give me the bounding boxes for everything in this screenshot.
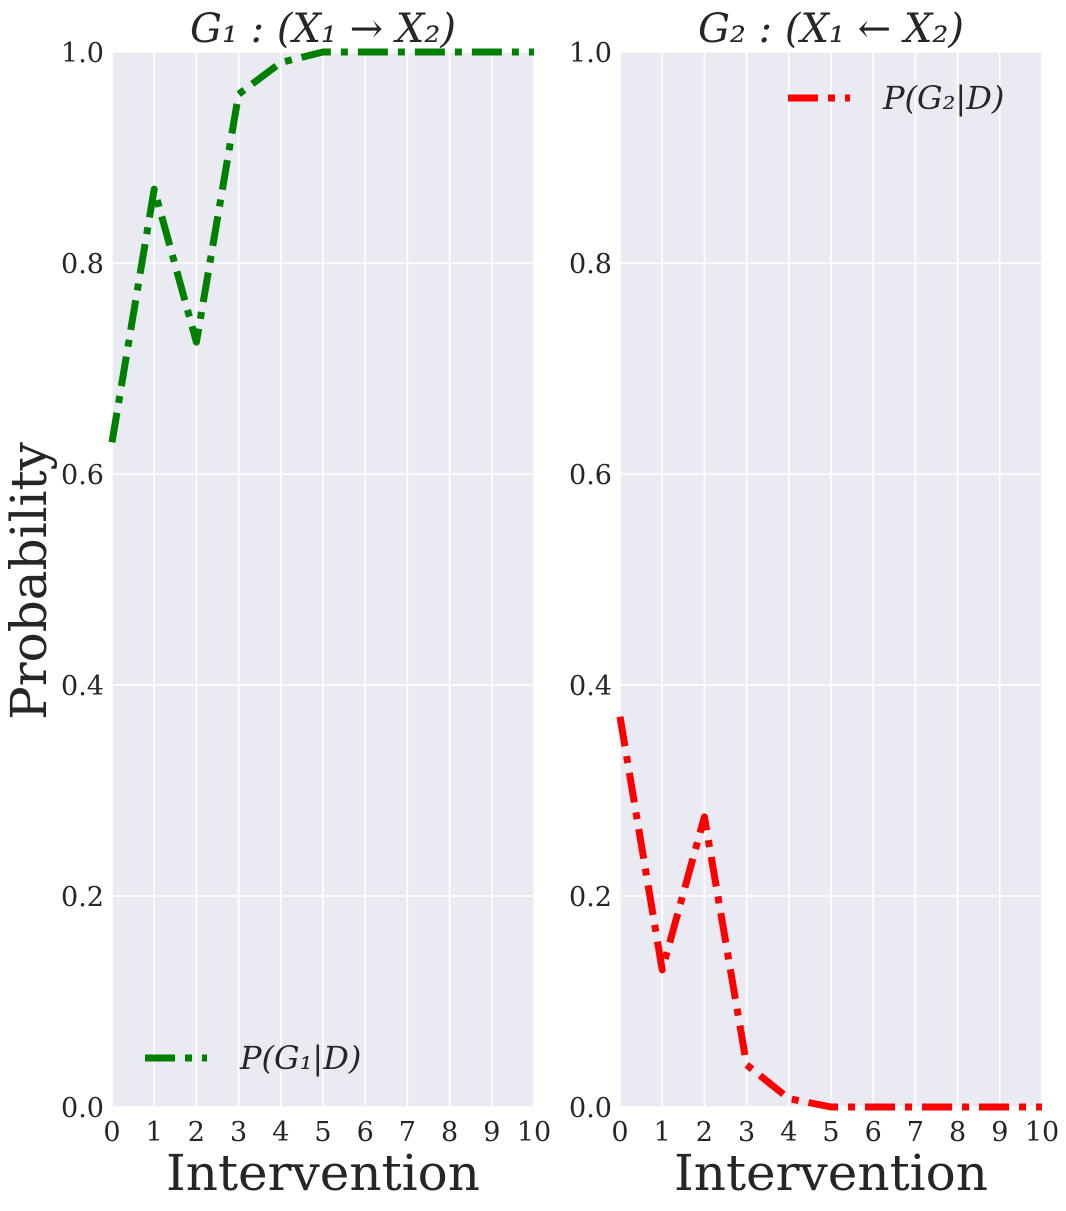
y-tick-label: 0.8 (61, 249, 104, 280)
x-tick-label: 4 (272, 1117, 289, 1148)
series-line (108, 48, 534, 443)
x-tick-label: 5 (314, 1117, 331, 1148)
x-tick-label: 10 (517, 1117, 551, 1148)
x-tick-label: 8 (441, 1117, 458, 1148)
y-tick-label: 0.4 (61, 671, 104, 702)
panel-g1: 0 1 2 3 4 5 6 7 8 9 10 0.0 0.2 0.4 0.6 0.8 1.0 G₁ : (X₁ →… (61, 6, 551, 1202)
y-tick-label: 0.4 (569, 671, 612, 702)
x-tick-label: 5 (822, 1117, 839, 1148)
x-tick-label: 1 (146, 1117, 163, 1148)
x-tick-label: 4 (780, 1117, 797, 1148)
panel-title: G₂ : (X₁ ← X₂) (698, 6, 964, 52)
x-tick-label: 3 (230, 1117, 247, 1148)
legend-label: P(G₁|D) (239, 1039, 361, 1077)
x-tick-label: 9 (483, 1117, 500, 1148)
x-tick-label: 9 (991, 1117, 1008, 1148)
x-tick-label: 1 (654, 1117, 671, 1148)
panel-title: G₁ : (X₁ → X₂) (190, 6, 456, 52)
y-tick-label: 0.6 (569, 460, 612, 491)
series-line (616, 716, 1042, 1111)
y-tick-label: 1.0 (61, 38, 104, 69)
x-tick-label: 7 (399, 1117, 416, 1148)
x-tick-label: 6 (357, 1117, 374, 1148)
y-tick-label: 0.8 (569, 249, 612, 280)
y-tick-label: 0.0 (569, 1093, 612, 1124)
x-tick-label: 3 (738, 1117, 755, 1148)
y-axis-label: Probability (0, 441, 58, 720)
y-tick-label: 0.0 (61, 1093, 104, 1124)
x-tick-label: 0 (103, 1117, 120, 1148)
x-tick-label: 2 (188, 1117, 205, 1148)
x-tick-label: 8 (949, 1117, 966, 1148)
y-tick-label: 1.0 (569, 38, 612, 69)
legend-label: P(G₂|D) (882, 79, 1004, 117)
x-tick-label: 2 (696, 1117, 713, 1148)
x-tick-label: 6 (865, 1117, 882, 1148)
x-tick-label: 10 (1025, 1117, 1059, 1148)
x-tick-label: 0 (611, 1117, 628, 1148)
panel-g2: 0 1 2 3 4 5 6 7 8 9 10 0.0 0.2 0.4 0.6 0.8 1.0 G₂ : (X₁ ←… (569, 6, 1059, 1202)
x-axis-label: Intervention (166, 1144, 480, 1202)
y-tick-label: 0.6 (61, 460, 104, 491)
y-tick-label: 0.2 (61, 882, 104, 913)
y-tick-label: 0.2 (569, 882, 612, 913)
x-tick-label: 7 (907, 1117, 924, 1148)
x-axis-label: Intervention (674, 1144, 988, 1202)
